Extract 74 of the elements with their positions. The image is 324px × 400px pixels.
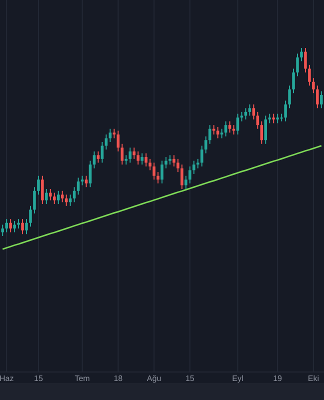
candlestick: [204, 136, 208, 154]
candlestick: [220, 128, 224, 139]
candlestick: [49, 188, 52, 201]
candlestick: [188, 166, 192, 184]
candlestick: [45, 188, 48, 205]
candlestick: [304, 48, 307, 73]
candlestick: [320, 90, 323, 109]
candlestick: [256, 111, 260, 130]
x-tick-label: 15: [34, 374, 44, 383]
candlestick: [272, 113, 275, 124]
candlestick: [104, 134, 108, 150]
candlestick: [180, 164, 184, 190]
x-tick-label: Eki: [308, 374, 320, 383]
candlestick: [124, 154, 128, 166]
candlestick: [156, 172, 160, 184]
candlestick: [148, 158, 152, 171]
candlestick: [132, 147, 136, 160]
candlestick: [264, 115, 268, 144]
x-tick-label: Tem: [74, 374, 90, 383]
candlestick: [248, 104, 252, 116]
candlestick: [53, 192, 56, 205]
candlestick: [25, 218, 28, 235]
candlestick: [196, 158, 200, 169]
candlestick: [41, 175, 44, 205]
candlestick: [84, 175, 88, 188]
candlestick: [260, 120, 264, 144]
candlestick: [144, 152, 148, 167]
candlestick: [172, 154, 176, 167]
candlestick: [9, 218, 12, 233]
candlestick: [296, 53, 299, 77]
candlestick: [176, 158, 180, 173]
candlestick: [5, 218, 8, 233]
candlestick: [128, 147, 132, 164]
candlestick: [308, 64, 311, 86]
candlestick: [56, 190, 60, 205]
candlestick: [312, 78, 315, 94]
x-tick-label: Ağu: [146, 374, 162, 383]
x-tick-label: Eyl: [232, 374, 244, 383]
candlestick: [192, 160, 196, 174]
candlestick: [33, 186, 36, 214]
candlestick: [164, 156, 168, 169]
candlestick: [13, 220, 16, 233]
x-tick-label: Haz: [0, 374, 14, 383]
candlestick: [300, 48, 303, 62]
candlestick: [268, 113, 271, 124]
x-tick-label: 18: [114, 374, 124, 383]
candlestick: [140, 152, 144, 166]
candlestick: [136, 150, 140, 166]
candlestick: [21, 218, 24, 235]
candlestick: [120, 143, 124, 166]
candlestick: [168, 154, 172, 166]
candlestick: [92, 150, 96, 169]
candlestick: [60, 190, 64, 203]
x-tick-label: 15: [185, 374, 195, 383]
candlestick: [160, 160, 164, 184]
candlestick: [216, 126, 220, 139]
candlestick: [29, 205, 32, 228]
candlestick: [184, 175, 188, 190]
candlestick: [76, 177, 80, 196]
candlestick: [276, 113, 279, 124]
candlestick: [316, 85, 319, 109]
candlestick: [88, 160, 92, 188]
candlestick: [288, 85, 291, 109]
candlestick: [1, 224, 4, 236]
x-tick-label: 19: [273, 374, 283, 383]
candlestick: [240, 111, 244, 122]
candlestick: [37, 175, 40, 196]
candlestick: [80, 175, 84, 186]
candlestick: [112, 128, 116, 139]
candlestick: [292, 68, 295, 94]
candlestick: [96, 150, 100, 164]
candlestick: [152, 162, 156, 180]
candlestick: [284, 100, 287, 122]
candlestick: [228, 120, 232, 134]
